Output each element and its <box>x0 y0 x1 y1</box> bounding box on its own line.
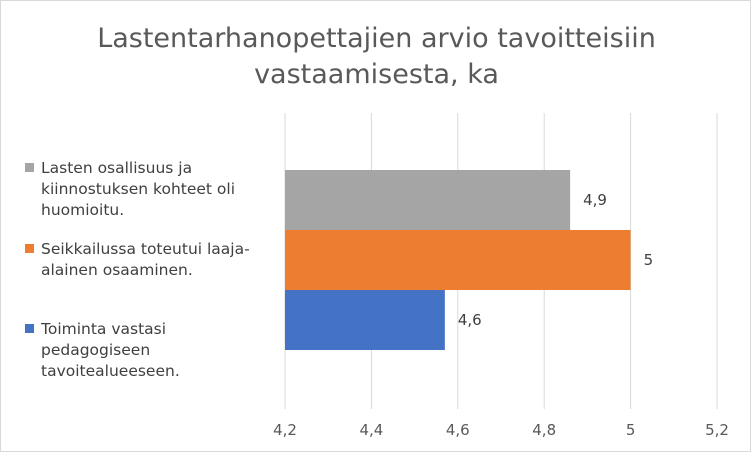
x-tick-label: 4,2 <box>273 421 297 439</box>
legend-label-3-line-3: tavoitealueeseen. <box>41 362 180 380</box>
data-label-1: 4,9 <box>583 191 607 209</box>
legend-label-2-line-1: Seikkailussa toteutui laaja- <box>41 240 250 258</box>
x-tick-label: 5,2 <box>705 421 729 439</box>
data-label-2: 5 <box>644 251 654 269</box>
chart-title-line-1: Lastentarhanopettajien arvio tavoitteisi… <box>97 23 656 54</box>
legend-label-3: Toiminta vastasi pedagogiseen tavoitealu… <box>41 319 271 382</box>
legend-label-1-line-3: huomioitu. <box>41 201 125 219</box>
chart-title-line-2: vastaamisesta, ka <box>254 59 499 90</box>
legend-label-3-line-2: pedagogiseen <box>41 341 151 359</box>
legend-swatch-1 <box>25 163 34 172</box>
x-tick-label: 5 <box>626 421 636 439</box>
legend-label-1-line-2: kiinnostuksen kohteet oli <box>41 180 236 198</box>
legend-swatch-3 <box>25 324 34 333</box>
x-tick-label: 4,8 <box>532 421 556 439</box>
bar-1 <box>285 170 571 230</box>
data-label-3: 4,6 <box>458 311 482 329</box>
legend-label-2: Seikkailussa toteutui laaja- alainen osa… <box>41 239 271 281</box>
legend-label-1: Lasten osallisuus ja kiinnostuksen kohte… <box>41 158 271 221</box>
bar-3 <box>285 290 445 350</box>
bar-2 <box>285 230 631 290</box>
x-tick-label: 4,6 <box>446 421 470 439</box>
x-tick-label: 4,4 <box>359 421 383 439</box>
chart-title: Lastentarhanopettajien arvio tavoitteisi… <box>1 21 751 93</box>
legend-label-2-line-2: alainen osaaminen. <box>41 261 193 279</box>
legend-swatch-2 <box>25 244 34 253</box>
legend-label-1-line-1: Lasten osallisuus ja <box>41 159 193 177</box>
legend-label-3-line-1: Toiminta vastasi <box>41 320 167 338</box>
